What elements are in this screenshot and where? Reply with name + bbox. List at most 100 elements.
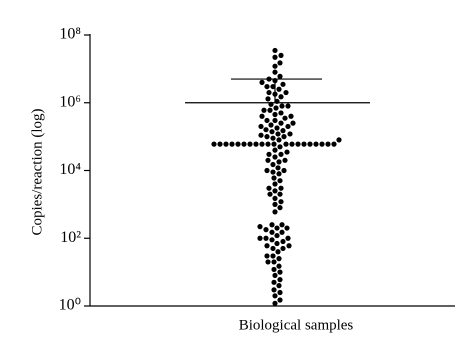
data-point [272, 78, 278, 84]
data-point [258, 132, 264, 138]
data-point [270, 245, 276, 252]
data-point [270, 135, 276, 141]
data-point [277, 144, 283, 150]
data-point [272, 69, 278, 75]
data-point [276, 159, 282, 165]
data-point [264, 253, 270, 259]
data-point [270, 169, 276, 175]
data-point [284, 149, 290, 155]
data-point [257, 235, 263, 241]
data-point [277, 289, 283, 296]
data-point [265, 141, 271, 147]
data-point [278, 94, 284, 100]
data-point [263, 127, 269, 133]
data-point [285, 123, 291, 130]
data-point [276, 171, 282, 177]
data-point [272, 91, 278, 97]
data-point [270, 253, 276, 259]
data-point [319, 141, 325, 147]
data-point [271, 279, 277, 285]
data-point [285, 103, 291, 109]
data-point [295, 141, 301, 147]
data-point [272, 300, 278, 306]
data-point [272, 195, 278, 202]
data-point [265, 259, 271, 265]
data-point [270, 83, 276, 90]
data-point [217, 141, 223, 147]
data-point [277, 297, 283, 303]
data-point [267, 191, 273, 197]
data-point [274, 240, 280, 247]
data-point [276, 256, 282, 262]
data-point [272, 181, 278, 187]
y-tick-label: 10⁸ [59, 26, 81, 43]
data-point [267, 107, 273, 113]
data-point [282, 115, 288, 121]
data-point [278, 110, 284, 116]
data-point [272, 201, 278, 207]
data-point [272, 47, 278, 54]
data-point [271, 266, 277, 273]
data-point [266, 151, 272, 157]
data-point [277, 205, 283, 211]
data-point [264, 167, 270, 174]
data-point [269, 237, 275, 243]
data-point [336, 137, 342, 143]
data-point [274, 98, 280, 104]
data-point [307, 141, 313, 147]
y-tick-label: 10⁶ [59, 93, 81, 110]
data-point [266, 76, 272, 82]
data-point [271, 259, 277, 265]
data-point [268, 122, 274, 128]
data-point [258, 123, 264, 130]
data-point [263, 235, 269, 241]
data-point [272, 147, 278, 153]
data-point [277, 191, 283, 197]
data-point [279, 229, 285, 235]
data-point [277, 277, 283, 283]
data-point [283, 89, 289, 96]
data-point [281, 167, 287, 174]
data-point [278, 52, 284, 58]
y-tick-label: 10⁰ [59, 297, 81, 314]
data-point [281, 134, 287, 140]
data-point [277, 60, 283, 66]
y-tick-label: 10² [60, 229, 81, 246]
data-point [272, 63, 278, 69]
data-point [211, 141, 217, 147]
data-point [275, 249, 281, 255]
data-point [272, 209, 278, 215]
data-point [253, 141, 259, 147]
data-point [271, 287, 277, 293]
data-point [325, 141, 331, 147]
data-point [266, 185, 272, 191]
data-point [276, 137, 282, 143]
data-point [268, 101, 274, 107]
data-point [264, 83, 270, 90]
data-point [301, 141, 307, 147]
data-point [282, 157, 288, 163]
data-point [278, 120, 284, 126]
data-point [280, 238, 286, 245]
data-point [259, 113, 265, 119]
data-point [276, 283, 282, 289]
data-point [278, 199, 284, 205]
data-point [272, 154, 278, 160]
data-point [275, 131, 281, 137]
data-point [288, 113, 294, 119]
data-point [263, 227, 269, 233]
data-point [278, 151, 284, 157]
data-point [269, 129, 275, 135]
data-point [266, 89, 272, 96]
data-point [271, 141, 277, 147]
data-point [280, 81, 286, 87]
data-point [265, 96, 271, 102]
data-point [331, 141, 337, 147]
data-point [278, 185, 284, 191]
data-point [289, 141, 295, 147]
data-point [272, 188, 278, 194]
data-point [279, 103, 285, 109]
data-point [274, 232, 280, 239]
data-point [264, 117, 270, 124]
data-point [264, 243, 270, 249]
